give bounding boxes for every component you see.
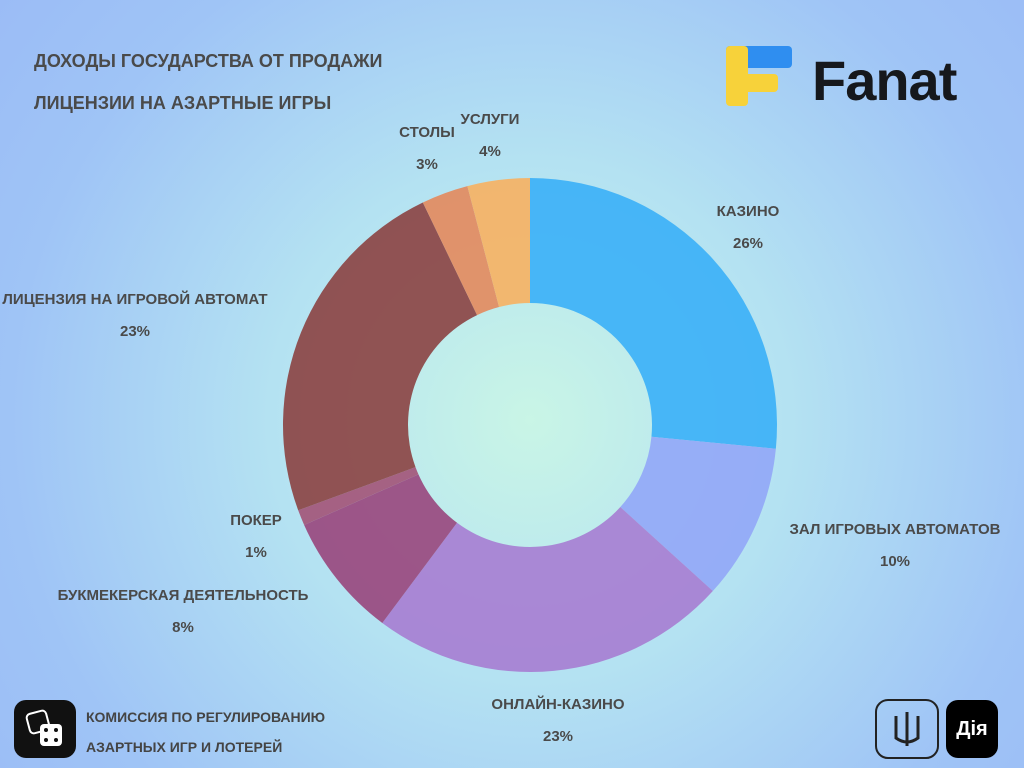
value-label: 4%	[479, 143, 501, 160]
logo-text: Fanat	[812, 49, 957, 112]
category-label: КАЗИНО	[717, 203, 780, 220]
donut-slice	[304, 474, 458, 623]
donut-slice	[467, 178, 530, 307]
donut-slice	[620, 436, 776, 592]
value-label: 8%	[172, 619, 194, 636]
fanat-icon	[726, 46, 792, 106]
app-badge: Дія	[946, 700, 998, 758]
category-label: БУКМЕКЕРСКАЯ ДЕЯТЕЛЬНОСТЬ	[58, 587, 309, 604]
donut-slice	[283, 202, 478, 511]
value-label: 23%	[120, 323, 150, 340]
category-label: УСЛУГИ	[461, 111, 520, 128]
category-label: ОНЛАЙН-КАЗИНО	[491, 695, 624, 713]
source-label: КОМИССИЯ ПО РЕГУЛИРОВАНИЮ АЗАРТНЫХ ИГР И…	[86, 709, 326, 755]
category-label: СТОЛЫ	[399, 124, 455, 141]
donut-slice	[530, 178, 777, 449]
value-label: 10%	[880, 553, 910, 570]
category-label: ЗАЛ ИГРОВЫХ АВТОМАТОВ	[790, 521, 1001, 538]
dice-icon	[14, 700, 76, 758]
value-label: 23%	[543, 728, 573, 745]
category-label: ПОКЕР	[230, 512, 282, 529]
donut-slice	[382, 507, 713, 673]
donut-slice	[422, 186, 500, 316]
value-label: 26%	[733, 235, 763, 252]
chart-title: ДОХОДЫ ГОСУДАРСТВА ОТ ПРОДАЖИ ЛИЦЕНЗИИ Н…	[34, 51, 383, 113]
category-label: ЛИЦЕНЗИЯ НА ИГРОВОЙ АВТОМАТ	[2, 290, 267, 308]
donut-slice	[298, 467, 419, 525]
value-label: 3%	[416, 156, 438, 173]
trident-icon	[875, 699, 939, 759]
value-label: 1%	[245, 544, 267, 561]
